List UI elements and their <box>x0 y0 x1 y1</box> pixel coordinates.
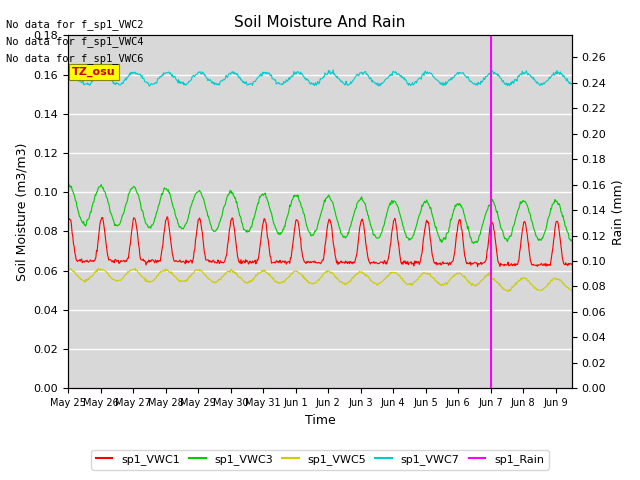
Text: No data for f_sp1_VWC2: No data for f_sp1_VWC2 <box>6 19 144 30</box>
Legend: sp1_VWC1, sp1_VWC3, sp1_VWC5, sp1_VWC7, sp1_Rain: sp1_VWC1, sp1_VWC3, sp1_VWC5, sp1_VWC7, … <box>92 450 548 469</box>
Text: No data for f_sp1_VWC6: No data for f_sp1_VWC6 <box>6 53 144 64</box>
Title: Soil Moisture And Rain: Soil Moisture And Rain <box>234 15 406 30</box>
X-axis label: Time: Time <box>305 414 335 427</box>
Y-axis label: Rain (mm): Rain (mm) <box>612 179 625 245</box>
Text: No data for f_sp1_VWC4: No data for f_sp1_VWC4 <box>6 36 144 47</box>
Text: TZ_osu: TZ_osu <box>72 67 116 77</box>
Y-axis label: Soil Moisture (m3/m3): Soil Moisture (m3/m3) <box>15 143 28 281</box>
